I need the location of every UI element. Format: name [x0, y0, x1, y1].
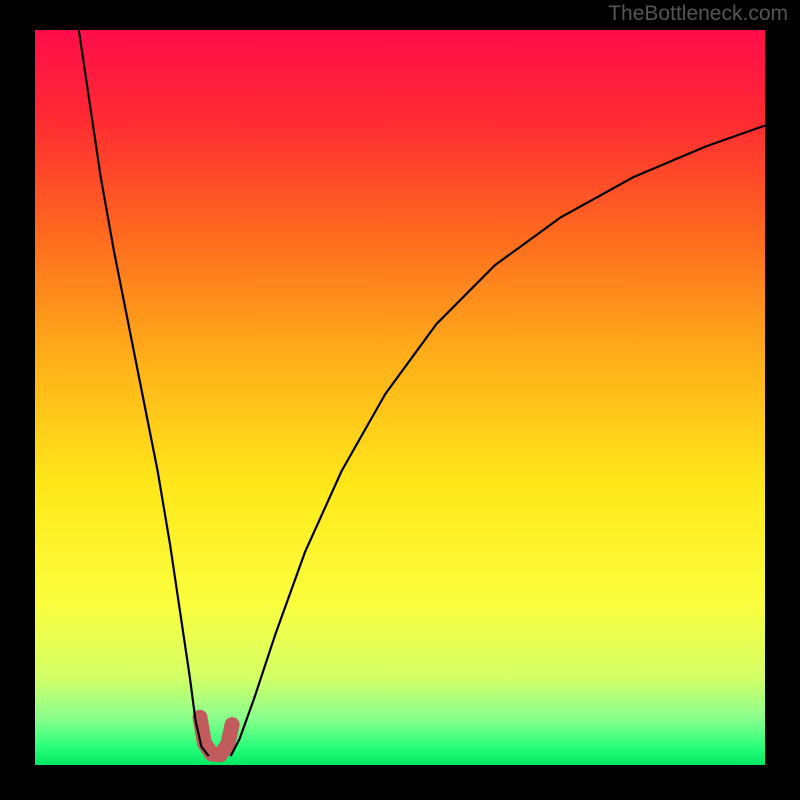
bottleneck-chart — [0, 0, 800, 800]
plot-background — [35, 30, 765, 765]
